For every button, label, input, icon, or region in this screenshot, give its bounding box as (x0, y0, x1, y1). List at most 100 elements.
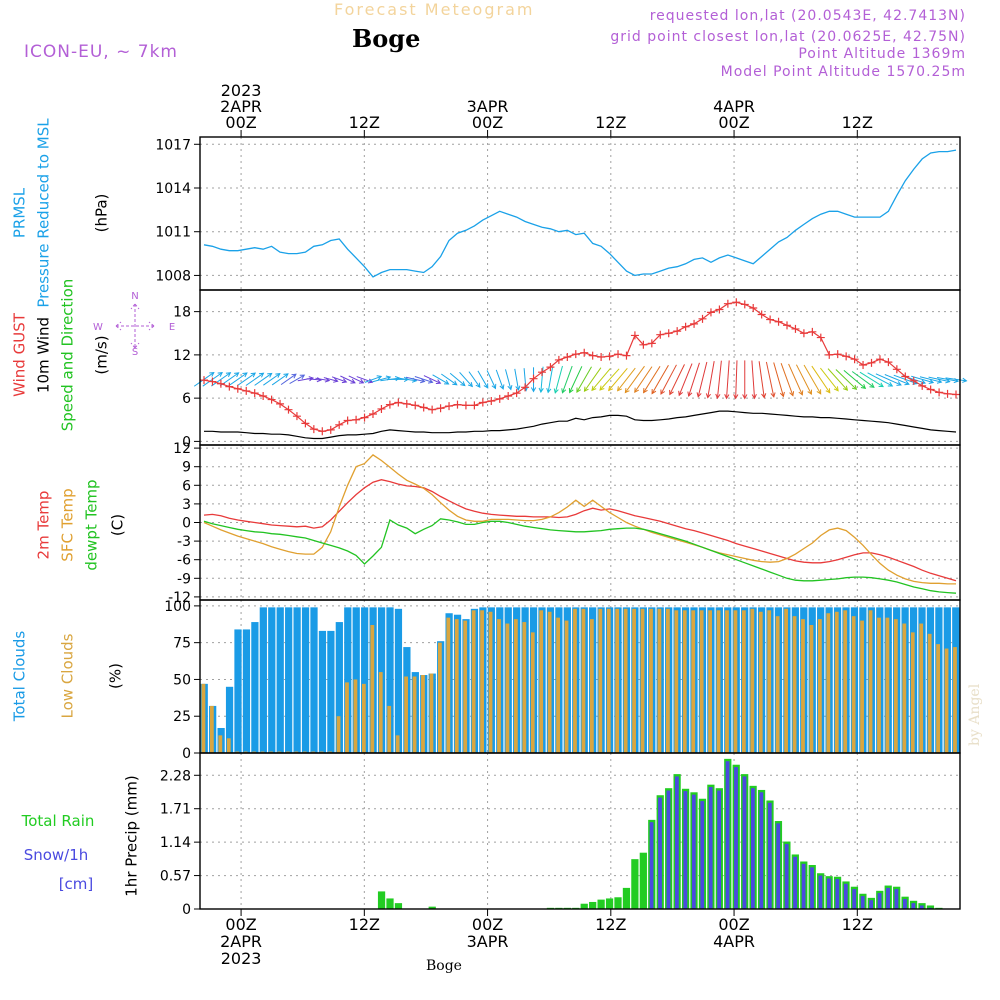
gust-marker (588, 351, 597, 360)
point-altitude: Point Altitude 1369m (798, 46, 966, 62)
gust-marker (783, 321, 792, 330)
gust-marker (799, 329, 808, 338)
wind-arrow (468, 371, 481, 389)
total-cloud-bar (225, 686, 234, 753)
y-tick-label: 2.28 (160, 768, 191, 784)
ylabel-wind: (m/s) (93, 335, 111, 374)
wind-arrow-head (358, 378, 365, 384)
wind-arrow (477, 370, 489, 389)
low-cloud-bar (775, 616, 780, 753)
ylabel-temperature: (C) (109, 514, 127, 536)
low-cloud-bar (741, 610, 746, 753)
ylabel-pressure: Pressure Reduced to MSL (35, 118, 53, 308)
gust-marker (909, 376, 918, 385)
wind-arrow (432, 374, 450, 385)
total-cloud-bar (310, 607, 318, 753)
low-cloud-bar (226, 738, 231, 753)
snow-bar (700, 801, 705, 909)
low-cloud-bar (767, 610, 772, 753)
low-cloud-bar (893, 619, 898, 753)
wind-arrow-head (705, 393, 711, 399)
wind-arrow (505, 369, 513, 391)
wind-arrow (306, 377, 323, 383)
wind-arrow-head (696, 392, 702, 398)
rain-bar (631, 859, 639, 909)
sfc-line (203, 454, 956, 585)
y-tick-label: 3 (182, 497, 191, 513)
precip-frame (199, 752, 961, 910)
snow-bar (793, 856, 798, 909)
wind-arrow-shaft (486, 370, 496, 389)
low-cloud-bar (725, 610, 729, 753)
wind-arrow-shaft (843, 370, 866, 389)
snow-bar (776, 823, 781, 909)
wind-arrow (486, 370, 497, 390)
total-cloud-bar (242, 629, 251, 753)
gust-marker (723, 299, 732, 308)
y-tick-label: 75 (173, 636, 191, 652)
wind-arrow (608, 367, 628, 392)
wind-arrow-shaft (459, 372, 473, 387)
compass-e: E (169, 322, 175, 333)
low-cloud-bar (370, 625, 375, 753)
wind-arrow-head (234, 372, 240, 378)
bottom-time-label: 2APR (220, 932, 262, 951)
wind-arrow-shaft (280, 373, 297, 386)
gust-marker (918, 381, 927, 390)
low-cloud-bar (311, 751, 316, 753)
low-cloud-bar (733, 610, 738, 753)
wind-arrow-head (928, 379, 935, 385)
snow-bar (860, 896, 865, 909)
wind-arrow-head (530, 387, 537, 393)
gust-marker (732, 298, 741, 307)
snow-bar (717, 790, 722, 909)
wind-arrow (599, 368, 620, 391)
wind-arrow-head (376, 375, 383, 381)
rain-bar (926, 905, 935, 909)
gust-marker (445, 402, 454, 411)
gust-marker (284, 405, 293, 414)
wind-arrow-shaft (697, 361, 708, 397)
low-cloud-bar (632, 608, 636, 753)
gust-marker (892, 365, 901, 374)
wind-arrow-head (724, 394, 730, 400)
gust-marker (647, 339, 656, 348)
gust-marker (859, 360, 868, 369)
wind-arrow-shaft (867, 372, 893, 387)
wind-arrow-head (308, 376, 315, 382)
wind-arrow-shaft (859, 371, 884, 388)
wind-arrow (827, 368, 849, 391)
wind-arrow (843, 370, 867, 390)
wind-arrow (851, 371, 875, 388)
wind-arrow-head (624, 388, 630, 394)
low-cloud-bar (243, 751, 248, 753)
wind-arrow-head (258, 372, 265, 378)
wind-arrow (669, 364, 685, 396)
gust-marker (690, 319, 699, 328)
low-cloud-bar (218, 735, 223, 753)
low-cloud-bar (564, 620, 569, 753)
wind-arrow (780, 362, 795, 397)
gust-marker (867, 358, 876, 367)
wind-arrow-shaft (372, 376, 391, 383)
wind-arrow-shaft (735, 360, 738, 399)
gust-marker (318, 427, 327, 436)
y-tick-label: 0 (182, 746, 191, 762)
gust-marker (884, 358, 893, 367)
wind-arrow (553, 365, 563, 394)
wind-arrow-shaft (405, 376, 425, 383)
wind-arrow-shaft (851, 371, 875, 388)
wind-arrow-shaft (323, 377, 338, 382)
wind-arrow (643, 365, 661, 394)
wind-arrow (237, 372, 257, 387)
snow-bar (903, 899, 907, 909)
low-cloud-bar (530, 632, 535, 753)
gust-marker (698, 314, 707, 323)
wind-arrow-head (887, 381, 894, 387)
top-time-label: 2APR (220, 97, 262, 116)
low-cloud-bar (910, 632, 915, 753)
low-cloud-bar (902, 623, 907, 753)
wind-arrow-head (687, 391, 693, 397)
wind-arrow-shaft (348, 375, 364, 384)
low-cloud-bar (387, 705, 392, 753)
